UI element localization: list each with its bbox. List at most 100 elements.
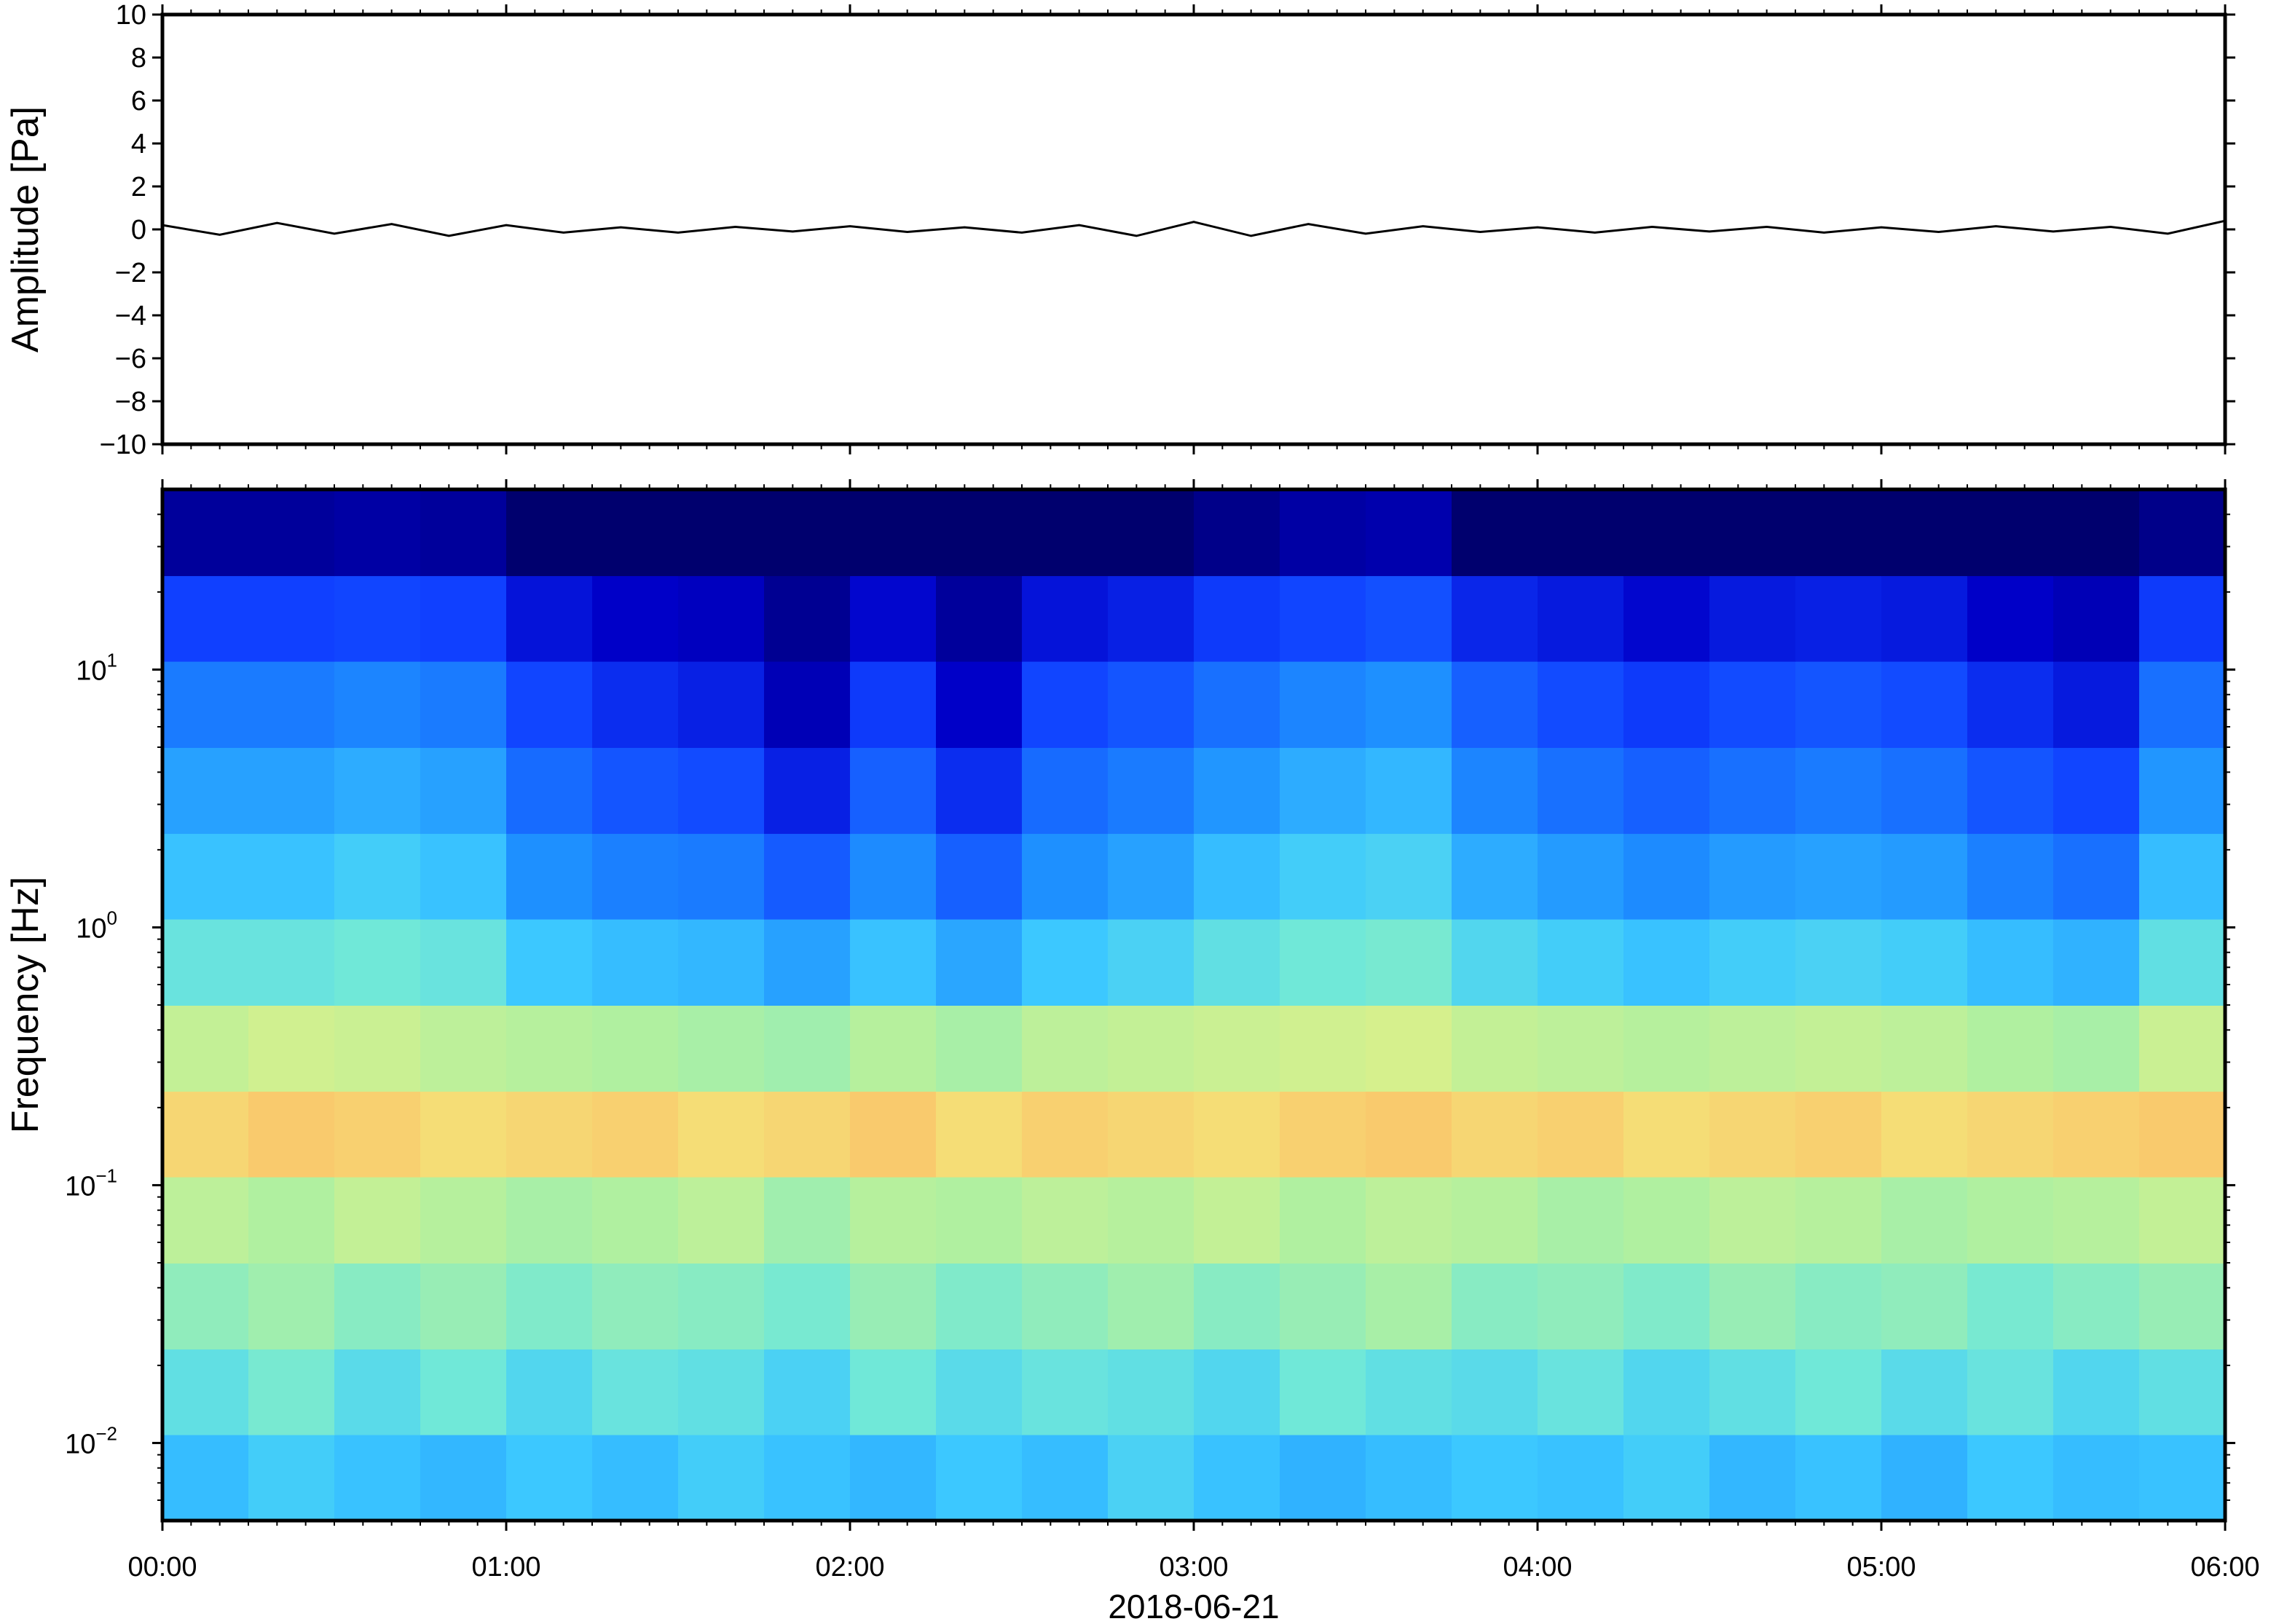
- y-tick-label: −6: [115, 344, 146, 374]
- y-tick-label: −10: [100, 430, 146, 460]
- heatmap-cell: [1709, 661, 1796, 748]
- heatmap-cell: [1108, 661, 1194, 748]
- heatmap-cell: [334, 575, 421, 662]
- heatmap-cell: [1967, 661, 2054, 748]
- heatmap-cell: [1452, 1263, 1538, 1350]
- heatmap-cell: [592, 747, 679, 835]
- heatmap-cell: [1538, 661, 1624, 748]
- heatmap-cell: [248, 918, 335, 1006]
- heatmap-cell: [592, 1263, 679, 1350]
- heatmap-cell: [936, 1091, 1023, 1178]
- heatmap-cell: [2139, 918, 2226, 1006]
- heatmap-cell: [420, 1263, 507, 1350]
- heatmap-cell: [936, 661, 1023, 748]
- heatmap-cell: [1881, 1349, 1968, 1435]
- heatmap-cell: [1709, 747, 1796, 835]
- heatmap-cell: [248, 1263, 335, 1350]
- heatmap-cell: [850, 1091, 937, 1178]
- heatmap-cell: [2139, 833, 2226, 920]
- heatmap-cell: [592, 1176, 679, 1264]
- heatmap-cell: [592, 1091, 679, 1178]
- heatmap-cell: [1194, 1434, 1280, 1521]
- heatmap-cell: [506, 1263, 593, 1350]
- x-tick-label: 03:00: [1159, 1552, 1228, 1582]
- heatmap-cell: [1108, 1349, 1194, 1435]
- heatmap-cell: [1108, 1434, 1194, 1521]
- heatmap-cell: [936, 833, 1023, 920]
- heatmap-cell: [1709, 1263, 1796, 1350]
- heatmap-cell: [1795, 1091, 1882, 1178]
- heatmap-cell: [334, 1005, 421, 1092]
- heatmap-cell: [1280, 747, 1366, 835]
- heatmap-cell: [936, 575, 1023, 662]
- heatmap-cell: [1709, 575, 1796, 662]
- heatmap-cell: [1280, 489, 1366, 577]
- heatmap-cell: [1452, 747, 1538, 835]
- heatmap-cell: [1280, 1176, 1366, 1264]
- heatmap-cell: [248, 1005, 335, 1092]
- heatmap-cell: [420, 1349, 507, 1435]
- heatmap-cell: [1280, 1349, 1366, 1435]
- heatmap-cell: [1194, 833, 1280, 920]
- heatmap-cell: [764, 489, 851, 577]
- heatmap-cell: [1623, 1434, 1710, 1521]
- heatmap-cell: [1881, 918, 1968, 1006]
- heatmap-cell: [506, 833, 593, 920]
- heatmap-cell: [1022, 1091, 1109, 1178]
- heatmap-cell: [764, 918, 851, 1006]
- heatmap-cell: [2053, 747, 2140, 835]
- heatmap-cell: [420, 1434, 507, 1521]
- heatmap-cell: [1194, 918, 1280, 1006]
- heatmap-cell: [334, 747, 421, 835]
- y-tick-label: 100: [76, 907, 117, 944]
- heatmap-cell: [2139, 1091, 2226, 1178]
- y-tick-label: 0: [131, 215, 146, 245]
- heatmap-cell: [506, 489, 593, 577]
- heatmap-cell: [162, 1263, 249, 1350]
- heatmap-cell: [248, 833, 335, 920]
- heatmap-cell: [1452, 1176, 1538, 1264]
- heatmap-cell: [506, 918, 593, 1006]
- heatmap-cell: [1194, 1263, 1280, 1350]
- heatmap-cell: [248, 1349, 335, 1435]
- heatmap-cell: [1709, 1091, 1796, 1178]
- heatmap-cell: [420, 489, 507, 577]
- heatmap-cell: [2139, 575, 2226, 662]
- heatmap-cell: [2139, 661, 2226, 748]
- heatmap-cell: [334, 1176, 421, 1264]
- heatmap-cell: [1366, 918, 1452, 1006]
- heatmap-cell: [1967, 833, 2054, 920]
- heatmap-cell: [1366, 575, 1452, 662]
- heatmap-cell: [1623, 661, 1710, 748]
- heatmap-cell: [936, 1263, 1023, 1350]
- heatmap-cell: [764, 1091, 851, 1178]
- heatmap-cell: [1022, 1349, 1109, 1435]
- heatmap-cell: [334, 1091, 421, 1178]
- heatmap-cell: [420, 747, 507, 835]
- x-tick-label: 00:00: [127, 1552, 197, 1582]
- x-tick-label: 01:00: [471, 1552, 540, 1582]
- heatmap-cell: [1881, 489, 1968, 577]
- heatmap-cell: [1194, 489, 1280, 577]
- heatmap-cell: [850, 1263, 937, 1350]
- heatmap-cell: [1967, 1091, 2054, 1178]
- heatmap-cell: [1280, 1091, 1366, 1178]
- heatmap-cell: [1623, 918, 1710, 1006]
- heatmap-cell: [1194, 575, 1280, 662]
- heatmap-cell: [334, 661, 421, 748]
- heatmap-cell: [1194, 661, 1280, 748]
- heatmap-cell: [764, 1349, 851, 1435]
- heatmap-cell: [1623, 747, 1710, 835]
- heatmap-cell: [162, 489, 249, 577]
- heatmap-cell: [850, 489, 937, 577]
- heatmap-cell: [2139, 1349, 2226, 1435]
- heatmap-cell: [764, 575, 851, 662]
- heatmap-cell: [1795, 1005, 1882, 1092]
- y-tick-label: 10−1: [65, 1164, 117, 1202]
- heatmap-cell: [764, 1005, 851, 1092]
- heatmap-cell: [850, 1349, 937, 1435]
- heatmap-cell: [1022, 575, 1109, 662]
- heatmap-cell: [678, 1091, 765, 1178]
- heatmap-cell: [1967, 1263, 2054, 1350]
